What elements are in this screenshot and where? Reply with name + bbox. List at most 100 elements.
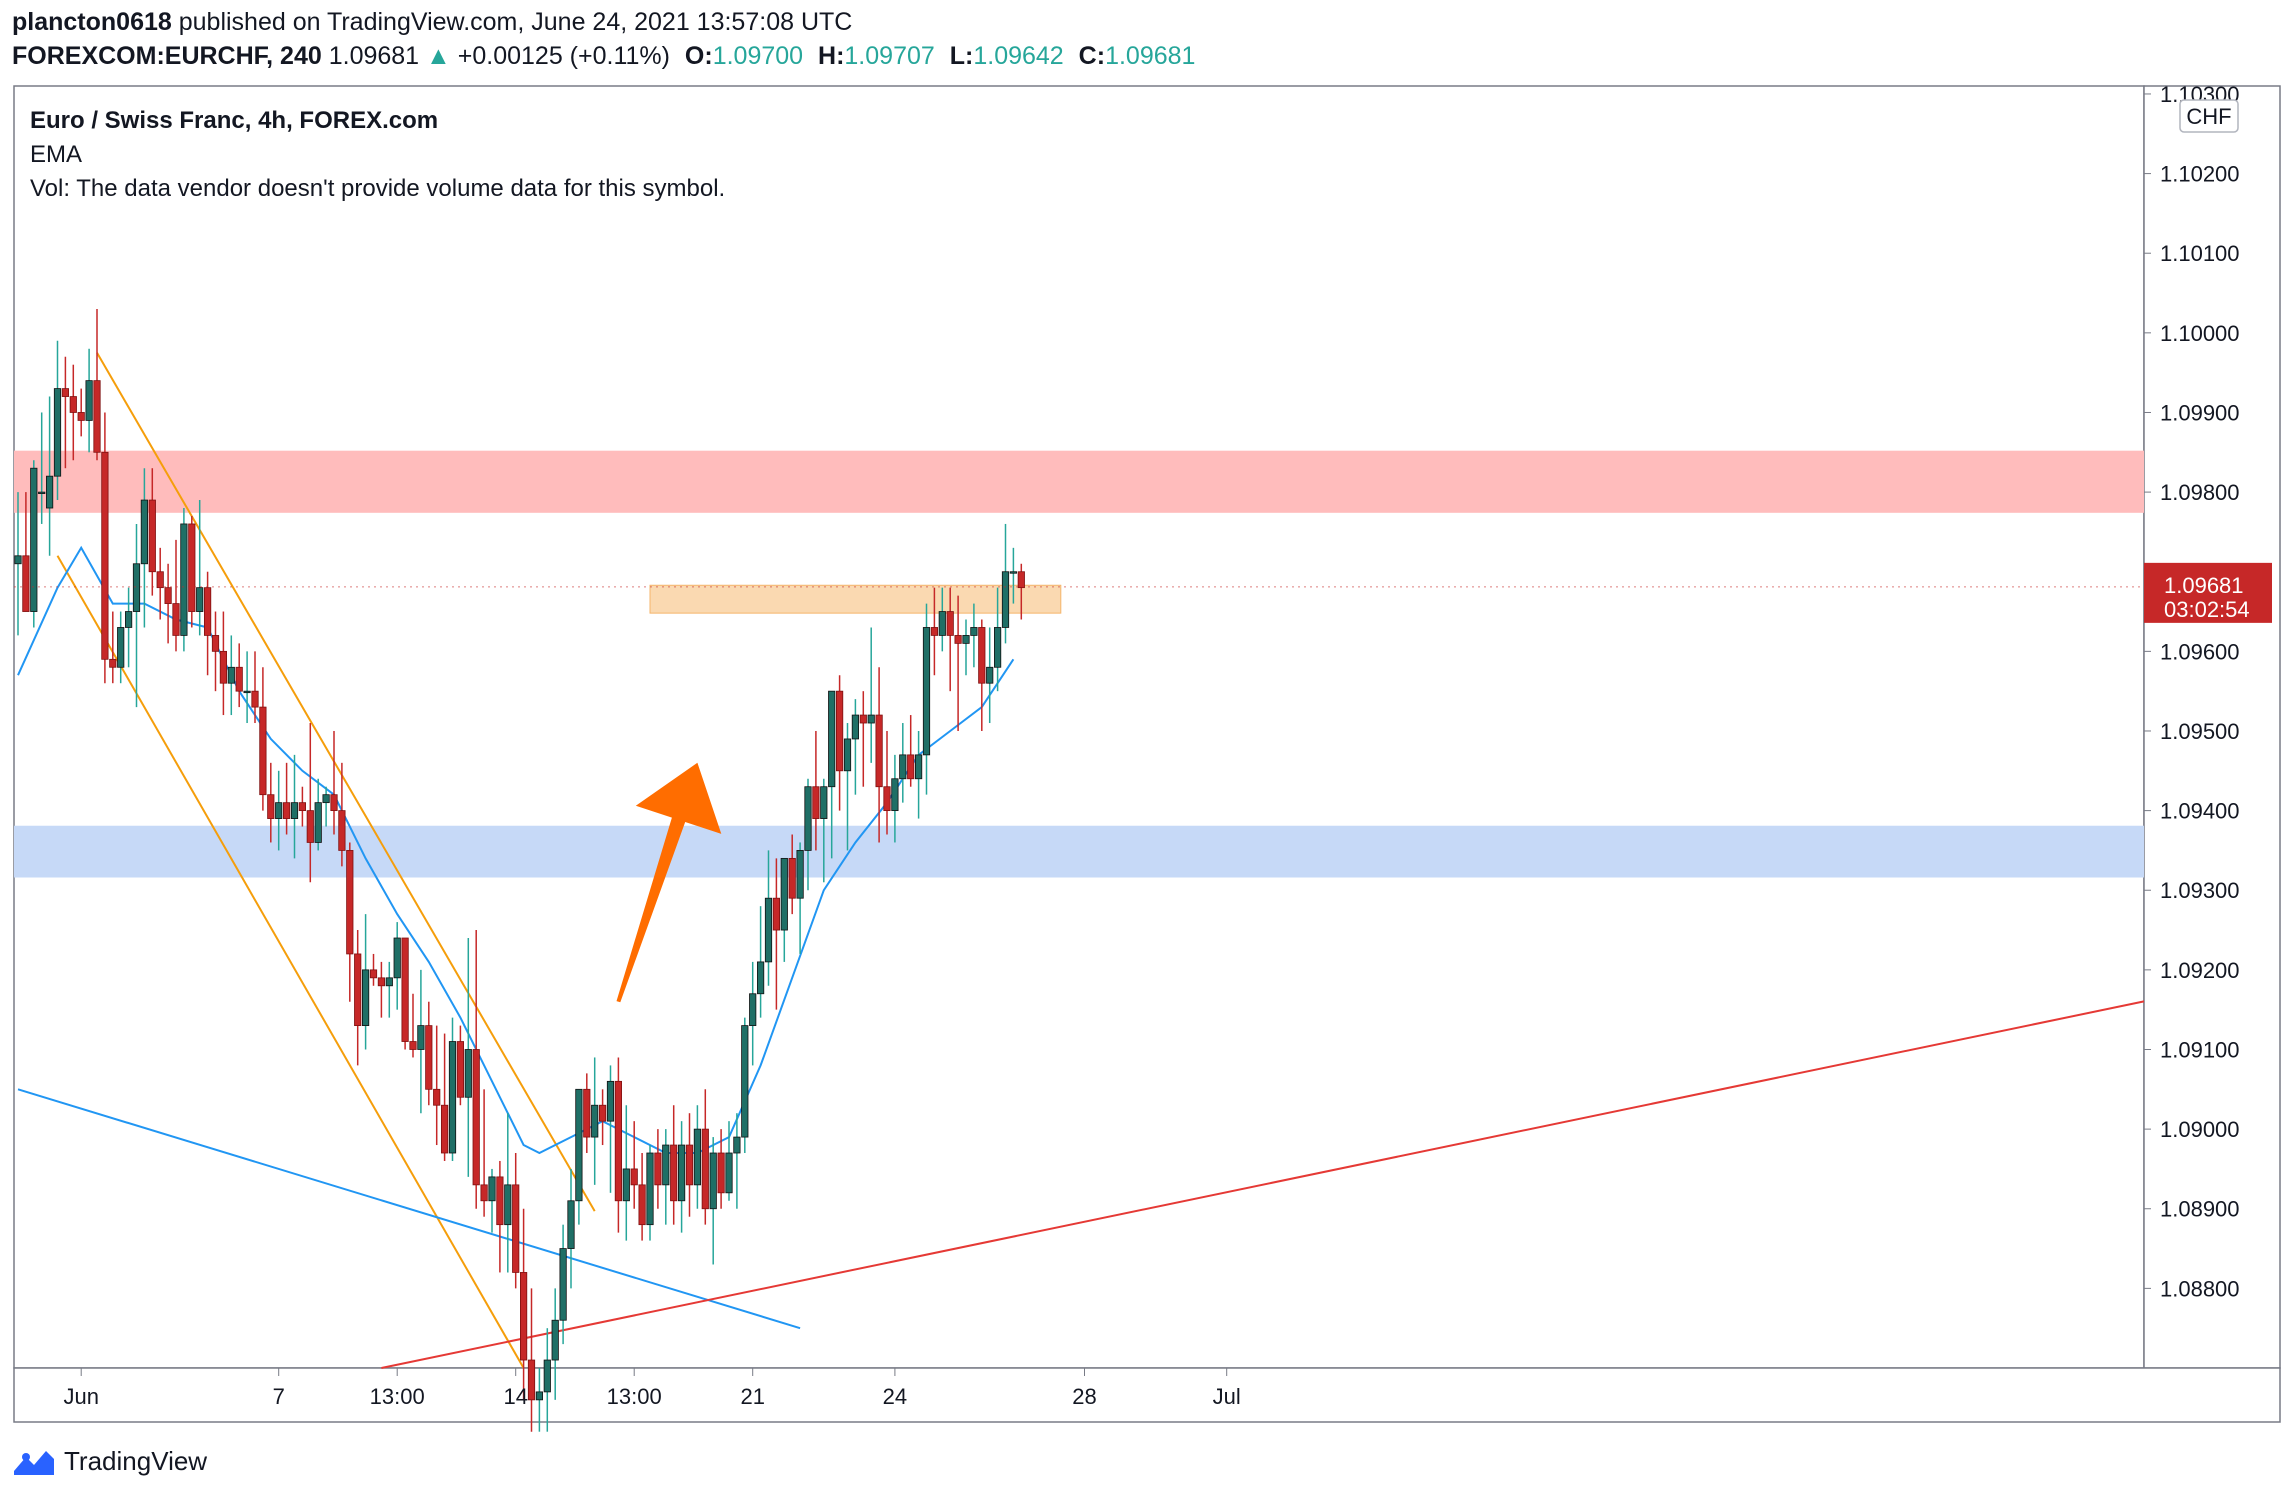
candle[interactable] xyxy=(109,658,117,668)
candle[interactable] xyxy=(46,475,54,509)
candle[interactable] xyxy=(678,1144,686,1202)
candle[interactable] xyxy=(780,857,788,931)
candle[interactable] xyxy=(796,850,804,899)
candle[interactable] xyxy=(243,690,251,694)
candle[interactable] xyxy=(393,937,401,979)
candle[interactable] xyxy=(77,412,85,421)
candle[interactable] xyxy=(180,523,188,636)
candle[interactable] xyxy=(172,603,180,636)
candle[interactable] xyxy=(812,786,820,819)
candle[interactable] xyxy=(638,1184,646,1226)
candle[interactable] xyxy=(922,627,931,756)
candle[interactable] xyxy=(915,754,923,780)
candle[interactable] xyxy=(938,611,946,636)
candle[interactable] xyxy=(709,1152,717,1210)
candle[interactable] xyxy=(733,1136,741,1154)
candle[interactable] xyxy=(994,627,1002,668)
candle[interactable] xyxy=(804,786,812,851)
candle[interactable] xyxy=(117,627,125,668)
plot-area[interactable] xyxy=(13,85,2145,1369)
candle[interactable] xyxy=(828,690,836,788)
candle[interactable] xyxy=(551,1319,559,1361)
channel-upper-line[interactable] xyxy=(96,352,596,1212)
candle[interactable] xyxy=(764,897,773,963)
candle[interactable] xyxy=(899,754,907,780)
candle[interactable] xyxy=(433,1088,441,1106)
candle[interactable] xyxy=(38,491,46,494)
candle[interactable] xyxy=(1001,571,1010,628)
candle[interactable] xyxy=(290,802,299,819)
candle[interactable] xyxy=(504,1184,512,1226)
legend-volume[interactable]: Vol: The data vendor doesn't provide vol… xyxy=(30,175,726,202)
candle[interactable] xyxy=(425,1025,433,1090)
candle[interactable] xyxy=(654,1152,662,1186)
candle[interactable] xyxy=(61,388,70,397)
candle[interactable] xyxy=(685,1144,694,1186)
candle[interactable] xyxy=(543,1359,551,1393)
candle[interactable] xyxy=(282,802,291,819)
currency-badge[interactable] xyxy=(2179,99,2239,133)
last-price-tag[interactable] xyxy=(2144,562,2272,623)
candle[interactable] xyxy=(535,1391,544,1401)
horizontal-zone[interactable] xyxy=(649,584,1062,614)
candle[interactable] xyxy=(836,690,844,772)
candle[interactable] xyxy=(788,857,796,899)
candle[interactable] xyxy=(354,953,362,1027)
candle[interactable] xyxy=(140,499,148,565)
candle[interactable] xyxy=(946,611,954,636)
candle[interactable] xyxy=(875,714,883,788)
candle[interactable] xyxy=(567,1200,575,1249)
candle[interactable] xyxy=(851,714,860,740)
candle[interactable] xyxy=(275,802,283,819)
candle[interactable] xyxy=(346,850,354,955)
candle[interactable] xyxy=(125,611,133,628)
candle[interactable] xyxy=(69,396,77,413)
candle[interactable] xyxy=(496,1176,504,1226)
candle[interactable] xyxy=(464,1049,472,1098)
candle[interactable] xyxy=(843,738,852,772)
candle[interactable] xyxy=(583,1088,591,1138)
candle[interactable] xyxy=(978,627,986,684)
candle[interactable] xyxy=(251,690,259,708)
candle[interactable] xyxy=(512,1184,520,1273)
candle[interactable] xyxy=(772,897,781,931)
candle[interactable] xyxy=(622,1168,630,1202)
candle[interactable] xyxy=(401,937,409,1042)
candle[interactable] xyxy=(693,1128,702,1186)
candle[interactable] xyxy=(164,587,172,604)
candle[interactable] xyxy=(235,666,243,692)
candle[interactable] xyxy=(196,587,204,612)
candle[interactable] xyxy=(954,635,962,644)
candle[interactable] xyxy=(314,802,322,843)
candle[interactable] xyxy=(575,1088,583,1202)
candle[interactable] xyxy=(472,1049,480,1186)
candle[interactable] xyxy=(527,1359,536,1401)
candle[interactable] xyxy=(259,706,267,796)
candle[interactable] xyxy=(219,650,227,684)
candle[interactable] xyxy=(930,627,939,636)
candle[interactable] xyxy=(962,635,970,644)
candle[interactable] xyxy=(646,1152,654,1226)
candle[interactable] xyxy=(267,794,275,819)
candle[interactable] xyxy=(480,1184,488,1202)
candle[interactable] xyxy=(440,1104,449,1154)
candle[interactable] xyxy=(883,786,891,812)
candle[interactable] xyxy=(369,969,378,979)
candle[interactable] xyxy=(306,810,314,843)
legend-title[interactable]: Euro / Swiss Franc, 4h, FOREX.com xyxy=(30,107,439,134)
candle[interactable] xyxy=(409,1041,417,1050)
candle[interactable] xyxy=(53,388,62,477)
candle[interactable] xyxy=(361,969,370,1027)
candle[interactable] xyxy=(1017,571,1025,589)
candle[interactable] xyxy=(520,1272,528,1361)
candle[interactable] xyxy=(148,499,156,573)
candle[interactable] xyxy=(385,977,393,987)
candle[interactable] xyxy=(101,451,109,660)
arrow-annotation[interactable] xyxy=(616,762,722,1003)
candle[interactable] xyxy=(891,778,899,812)
candle[interactable] xyxy=(22,555,30,612)
candle[interactable] xyxy=(859,714,867,724)
candle[interactable] xyxy=(203,587,212,636)
candle[interactable] xyxy=(820,786,828,819)
